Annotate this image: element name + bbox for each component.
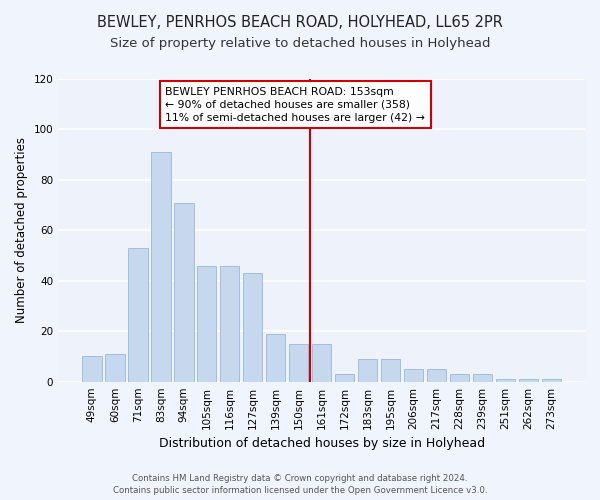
Bar xyxy=(542,379,561,382)
Bar xyxy=(473,374,492,382)
Bar xyxy=(358,359,377,382)
Bar xyxy=(404,369,423,382)
Bar xyxy=(151,152,170,382)
Bar xyxy=(243,273,262,382)
Bar xyxy=(496,379,515,382)
Bar xyxy=(82,356,101,382)
Bar xyxy=(312,344,331,382)
X-axis label: Distribution of detached houses by size in Holyhead: Distribution of detached houses by size … xyxy=(158,437,485,450)
Text: Size of property relative to detached houses in Holyhead: Size of property relative to detached ho… xyxy=(110,38,490,51)
Bar xyxy=(427,369,446,382)
Bar xyxy=(174,202,194,382)
Bar xyxy=(266,334,286,382)
Bar xyxy=(335,374,355,382)
Bar xyxy=(105,354,125,382)
Bar xyxy=(449,374,469,382)
Text: Contains HM Land Registry data © Crown copyright and database right 2024.
Contai: Contains HM Land Registry data © Crown c… xyxy=(113,474,487,495)
Bar xyxy=(518,379,538,382)
Text: BEWLEY, PENRHOS BEACH ROAD, HOLYHEAD, LL65 2PR: BEWLEY, PENRHOS BEACH ROAD, HOLYHEAD, LL… xyxy=(97,15,503,30)
Text: BEWLEY PENRHOS BEACH ROAD: 153sqm
← 90% of detached houses are smaller (358)
11%: BEWLEY PENRHOS BEACH ROAD: 153sqm ← 90% … xyxy=(166,86,425,123)
Bar xyxy=(289,344,308,382)
Bar xyxy=(220,266,239,382)
Y-axis label: Number of detached properties: Number of detached properties xyxy=(15,138,28,324)
Bar xyxy=(128,248,148,382)
Bar xyxy=(381,359,400,382)
Bar xyxy=(197,266,217,382)
